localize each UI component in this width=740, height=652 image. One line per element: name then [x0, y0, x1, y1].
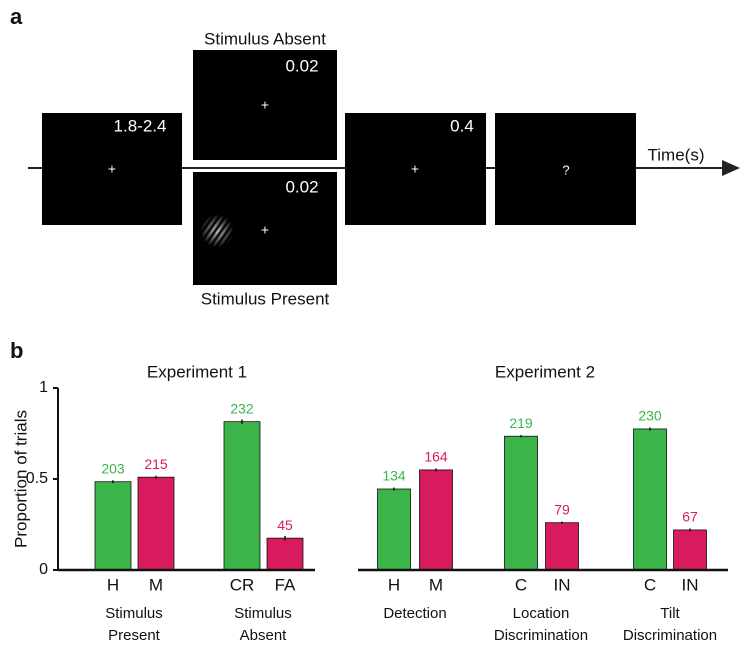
x-tick-label: C [515, 575, 527, 594]
x-tick-label: M [429, 575, 443, 594]
trial-count: 164 [424, 449, 448, 465]
trial-count: 134 [382, 468, 406, 484]
y-axis-label: Proportion of trials [11, 410, 30, 548]
group-label: Detection [383, 605, 446, 622]
frame-title: Stimulus Absent [204, 29, 326, 48]
group-label: Tilt [660, 605, 680, 622]
bar [673, 529, 707, 571]
x-tick-label: H [388, 575, 400, 594]
y-tick-label: 1 [39, 379, 48, 396]
x-tick-label: C [644, 575, 656, 594]
group-label: Discrimination [623, 627, 717, 644]
trial-count: 45 [277, 517, 293, 533]
trial-count: 232 [230, 400, 254, 416]
bar [223, 421, 261, 571]
bar [545, 522, 579, 571]
bar [633, 428, 667, 571]
bar [419, 469, 453, 571]
trial-count: 219 [509, 415, 533, 431]
trial-count: 67 [682, 509, 698, 525]
chart-title: Experiment 2 [495, 362, 595, 381]
chart-title: Experiment 1 [147, 362, 247, 381]
y-tick-label: 0 [39, 561, 48, 578]
frame [193, 50, 337, 160]
group-label: Stimulus [105, 605, 163, 622]
duration: 1.8-2.4 [114, 116, 167, 135]
response-prompt: ? [562, 162, 569, 177]
group-label: Discrimination [494, 627, 588, 644]
group-label: Absent [240, 627, 288, 644]
fixation: + [108, 161, 116, 177]
duration: 0.4 [450, 116, 474, 135]
time-label: Time(s) [648, 145, 705, 164]
duration: 0.02 [285, 56, 318, 75]
bar [137, 476, 175, 571]
frame-title: Stimulus Present [201, 289, 330, 308]
bar [266, 537, 304, 571]
grating-fade [200, 214, 234, 248]
x-tick-label: FA [275, 575, 296, 594]
x-tick-label: CR [230, 575, 255, 594]
timeline-arrow [722, 160, 740, 176]
frame [495, 113, 636, 225]
duration: 0.02 [285, 177, 318, 196]
panel-label: a [10, 4, 23, 29]
trial-count: 203 [101, 460, 125, 476]
group-label: Location [513, 605, 570, 622]
fixation: + [261, 97, 269, 113]
x-tick-label: H [107, 575, 119, 594]
frame [345, 113, 486, 225]
group-label: Present [108, 627, 161, 644]
x-tick-label: IN [682, 575, 699, 594]
bar [94, 481, 132, 571]
bar [377, 488, 411, 571]
trial-count: 215 [144, 456, 168, 472]
frame [42, 113, 182, 225]
trial-count: 230 [638, 408, 662, 424]
group-label: Stimulus [234, 605, 292, 622]
fixation: + [261, 222, 269, 238]
bar [504, 435, 538, 571]
fixation: + [411, 161, 419, 177]
y-tick-label: 0.5 [26, 470, 48, 487]
x-tick-label: IN [554, 575, 571, 594]
trial-count: 79 [554, 501, 570, 517]
x-tick-label: M [149, 575, 163, 594]
panel-label: b [10, 338, 23, 363]
